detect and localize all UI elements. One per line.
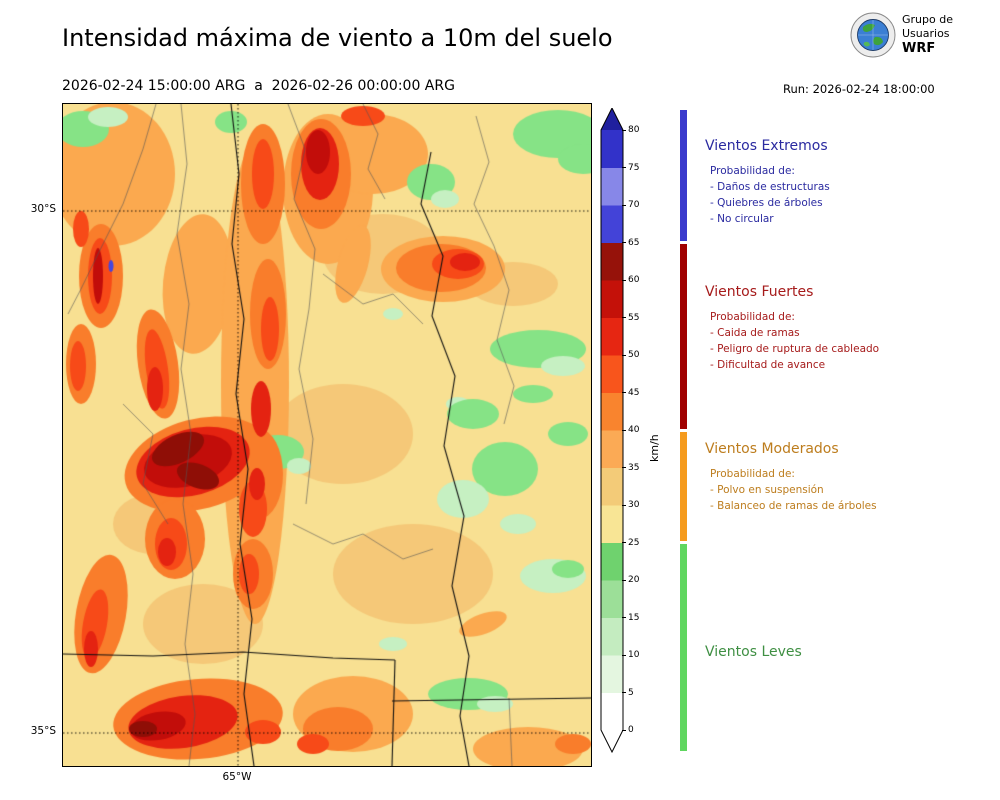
colorbar-tick-label: 75 <box>628 162 640 173</box>
legend-section-3: Vientos Leves <box>705 644 990 670</box>
colorbar-tickmark <box>622 579 626 581</box>
colorbar-tickmark <box>622 279 626 281</box>
colorbar-tick-label: 20 <box>628 575 640 585</box>
colorbar-segment <box>601 467 623 506</box>
colorbar-tickmark <box>622 504 626 506</box>
colorbar-segment <box>601 205 623 243</box>
colorbar-tick-label: 15 <box>628 612 640 623</box>
colorbar-segment <box>601 130 623 168</box>
colorbar-tick-label: 80 <box>628 125 640 135</box>
legend-strip-3 <box>680 544 687 751</box>
colorbar-segment <box>601 280 623 318</box>
legend-section-intro: Probabilidad de: <box>710 165 795 177</box>
colorbar-tickmark <box>622 167 626 168</box>
colorbar-segment <box>601 355 623 393</box>
lat-label-35s: 35°S <box>30 725 56 737</box>
legend-item: - No circular <box>710 213 774 225</box>
legend-item: - Daños de estructuras <box>710 181 830 193</box>
colorbar-segment <box>601 167 623 206</box>
colorbar-segment <box>601 392 623 431</box>
colorbar-tick-label: 65 <box>628 237 640 248</box>
legend-strip-0 <box>680 109 687 241</box>
valid-period-label: 2026-02-24 15:00:00 ARG a 2026-02-26 00:… <box>62 78 455 94</box>
legend-section-title: Vientos Moderados <box>705 441 839 457</box>
colorbar-tick-label: 5 <box>628 687 634 698</box>
legend-section-0: Vientos Extremos Probabilidad de: - Daños … <box>705 138 990 227</box>
run-timestamp-label: Run: 2026-02-24 18:00:00 <box>783 82 935 96</box>
legend-section-1: Vientos Fuertes Probabilidad de: - Caida d… <box>705 284 990 373</box>
colorbar-tickmark <box>622 429 626 431</box>
legend-item: - Quiebres de árboles <box>710 197 823 209</box>
colorbar-tickmark <box>622 654 626 656</box>
colorbar-tickmark <box>622 692 626 693</box>
colorbar-tickmark <box>622 392 626 393</box>
logo-text: Grupo de Usuarios WRF <box>902 13 953 57</box>
colorbar-tickmark <box>622 204 626 206</box>
legend-section-title: Vientos Fuertes <box>705 284 814 300</box>
colorbar-tickmark <box>622 242 626 243</box>
colorbar-tickmark <box>622 129 626 131</box>
colorbar-segment <box>601 505 623 543</box>
wind-map-canvas <box>63 104 591 766</box>
colorbar-tick-label: 0 <box>628 725 634 735</box>
colorbar-unit-label: km/h <box>648 434 661 462</box>
legend-strip-1 <box>680 244 687 429</box>
legend-item: - Balanceo de ramas de árboles <box>710 500 877 512</box>
colorbar-tick-label: 35 <box>628 462 640 473</box>
colorbar-segment <box>601 580 623 618</box>
colorbar <box>600 108 624 754</box>
lat-label-30s: 30°S <box>30 203 56 215</box>
legend-section-intro: Probabilidad de: <box>710 311 795 323</box>
colorbar-tick-label: 45 <box>628 387 640 398</box>
colorbar-tick-label: 40 <box>628 425 640 435</box>
colorbar-tick-label: 25 <box>628 537 640 548</box>
legend-item: - Polvo en suspensión <box>710 484 824 496</box>
page-title: Intensidad máxima de viento a 10m del su… <box>62 24 613 52</box>
wind-map <box>62 103 592 767</box>
colorbar-segment <box>601 242 623 281</box>
colorbar-segment <box>601 617 623 656</box>
legend-strip-2 <box>680 431 687 541</box>
colorbar-tick-label: 55 <box>628 312 640 323</box>
colorbar-segment <box>601 655 623 693</box>
colorbar-tickmark <box>622 617 626 618</box>
colorbar-tickmark <box>622 467 626 468</box>
legend-section-title: Vientos Extremos <box>705 138 828 154</box>
colorbar-over-arrow <box>601 108 623 130</box>
colorbar-segment <box>601 317 623 356</box>
colorbar-tick-label: 70 <box>628 200 640 210</box>
colorbar-tick-label: 30 <box>628 500 640 510</box>
colorbar-under-arrow <box>601 730 623 752</box>
logo-text-line2: Usuarios <box>902 27 950 40</box>
colorbar-tick-label: 50 <box>628 350 640 360</box>
legend-section-title: Vientos Leves <box>705 644 802 660</box>
colorbar-tick-label: 60 <box>628 275 640 285</box>
colorbar-tick-label: 10 <box>628 650 640 660</box>
globe-icon <box>850 12 896 58</box>
colorbar-tickmark <box>622 729 626 731</box>
legend-item: - Peligro de ruptura de cableado <box>710 343 880 355</box>
colorbar-tickmark <box>622 317 626 318</box>
legend-section-intro: Probabilidad de: <box>710 468 795 480</box>
colorbar-tickmark <box>622 354 626 356</box>
lon-label-65w: 65°W <box>222 771 252 783</box>
logo-text-line1: Grupo de <box>902 13 953 26</box>
logo-text-line3: WRF <box>902 41 936 56</box>
logo: Grupo de Usuarios WRF <box>850 12 953 58</box>
colorbar-segment <box>601 430 623 468</box>
legend-section-2: Vientos Moderados Probabilidad de: - Polvo… <box>705 441 990 514</box>
colorbar-segment <box>601 692 623 731</box>
legend-item: - Caida de ramas <box>710 327 800 339</box>
legend-item: - Dificultad de avance <box>710 359 826 371</box>
colorbar-segment <box>601 542 623 581</box>
colorbar-tickmark <box>622 542 626 543</box>
